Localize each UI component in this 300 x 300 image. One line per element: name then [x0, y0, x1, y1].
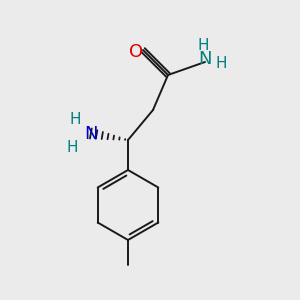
Text: N: N	[84, 125, 98, 143]
Text: H: H	[66, 140, 78, 154]
Text: H: H	[215, 56, 227, 71]
Text: H: H	[197, 38, 209, 52]
Text: N: N	[198, 50, 212, 68]
Text: O: O	[129, 43, 143, 61]
Text: H: H	[69, 112, 81, 127]
